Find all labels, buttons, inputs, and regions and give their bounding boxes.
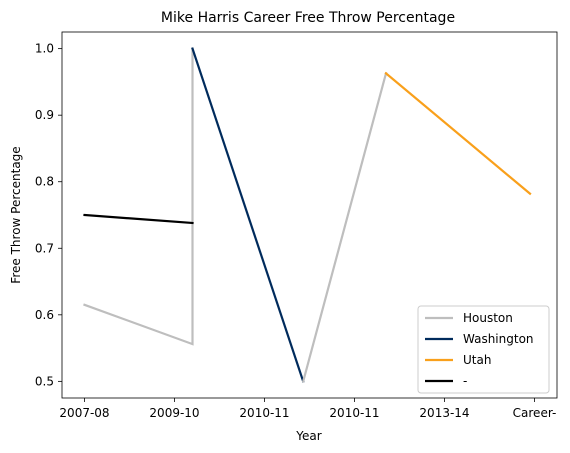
legend-label: Houston <box>463 311 513 325</box>
series-line-houston-0 <box>83 47 194 346</box>
series-layer <box>83 47 532 383</box>
y-tick-label: 0.9 <box>35 108 54 122</box>
y-tick-label: 0.5 <box>35 374 54 388</box>
series-line-houston-2 <box>301 71 388 383</box>
legend-label: Utah <box>463 353 491 367</box>
y-axis-label: Free Throw Percentage <box>9 146 23 283</box>
legend-label: Washington <box>463 332 534 346</box>
y-tick-label: 0.8 <box>35 175 54 189</box>
x-tick-label: Career- <box>513 406 557 420</box>
x-tick-label: 2009-10 <box>149 406 199 420</box>
x-tick-label: 2010-11 <box>329 406 379 420</box>
plot-frame <box>61 31 558 399</box>
series-line-utah-3 <box>384 71 532 196</box>
y-tick-label: 0.6 <box>35 308 54 322</box>
x-axis-label: Year <box>295 429 321 443</box>
y-tick-label: 0.7 <box>35 241 54 255</box>
y-tick-label: 1.0 <box>35 42 54 56</box>
series-line-dash-4 <box>83 213 194 225</box>
x-axis-ticks: 2007-08 2009-10 2010-11 2010-11 2013-14 Caree… <box>59 398 556 420</box>
y-axis-ticks: 0.5 0.6 0.7 0.8 0.9 1.0 <box>35 42 62 388</box>
x-tick-label: 2010-11 <box>239 406 289 420</box>
series-line-washington-1 <box>191 47 305 383</box>
plot-area: 2007-08 2009-10 2010-11 2010-11 2013-14 Caree… <box>35 31 558 420</box>
legend-frame <box>417 305 550 394</box>
x-tick-label: 2007-08 <box>59 406 109 420</box>
legend-label: - <box>463 374 467 388</box>
chart-title: Mike Harris Career Free Throw Percentage <box>161 10 455 26</box>
x-tick-label: 2013-14 <box>419 406 469 420</box>
legend: Houston Washington Utah - <box>417 305 550 394</box>
